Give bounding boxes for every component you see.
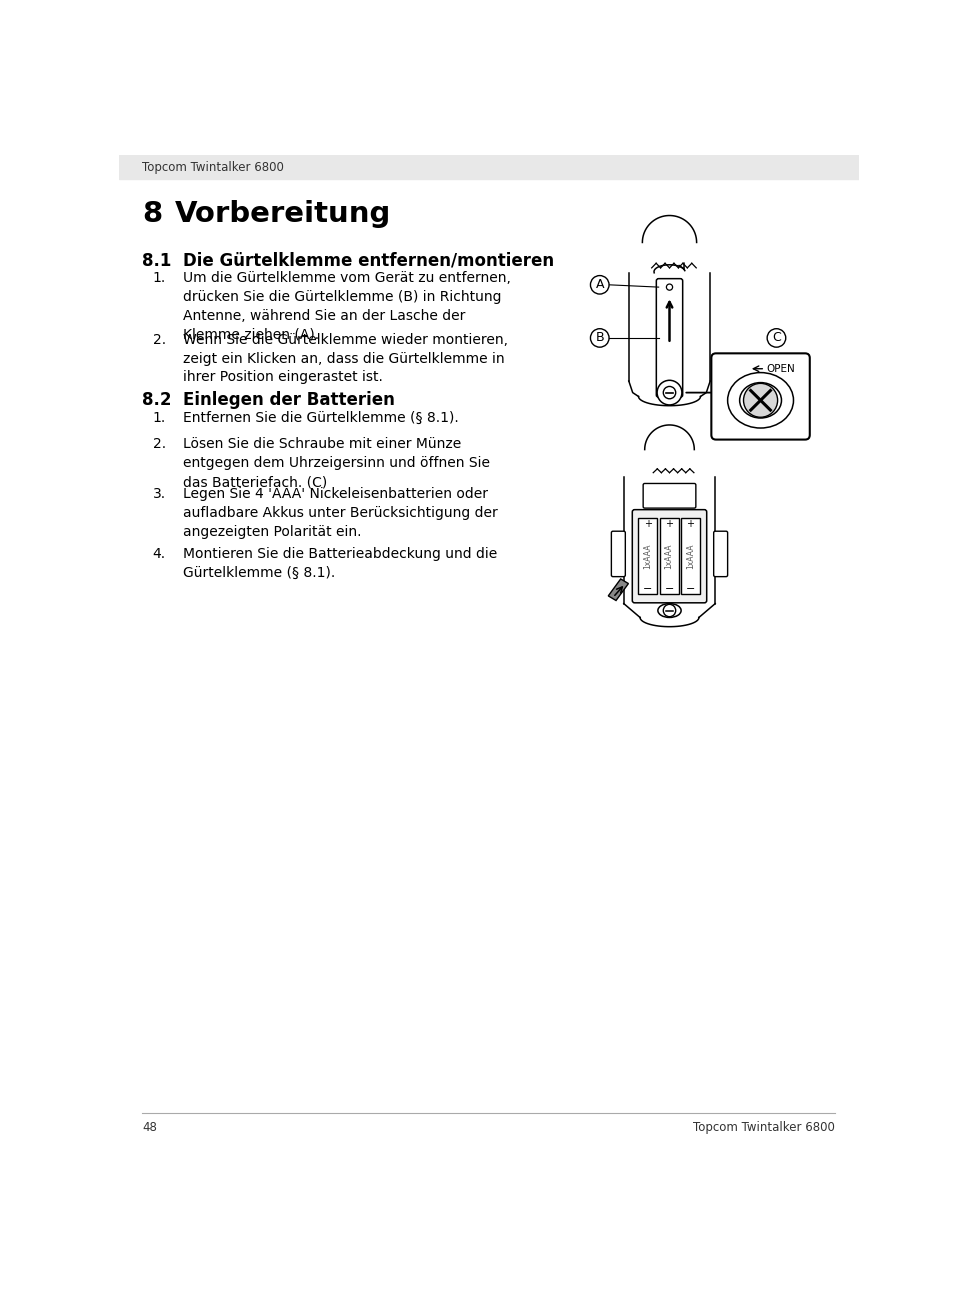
Circle shape [590, 276, 608, 294]
Text: Die Gürtelklemme entfernen/montieren: Die Gürtelklemme entfernen/montieren [183, 251, 554, 269]
Text: C: C [771, 331, 780, 344]
FancyBboxPatch shape [713, 531, 727, 576]
Bar [638, 518, 657, 594]
Bar [119, 155, 858, 179]
Ellipse shape [727, 373, 793, 428]
Text: 1.: 1. [152, 411, 166, 425]
Text: −: − [685, 584, 694, 594]
Text: Topcom Twintalker 6800: Topcom Twintalker 6800 [142, 161, 284, 174]
Circle shape [666, 284, 672, 290]
Text: 8.1: 8.1 [142, 251, 172, 269]
Circle shape [766, 329, 785, 347]
Text: 8.2: 8.2 [142, 391, 172, 409]
Text: Einlegen der Batterien: Einlegen der Batterien [183, 391, 395, 409]
FancyBboxPatch shape [656, 278, 682, 397]
Text: 1xAAA: 1xAAA [685, 544, 694, 568]
Circle shape [662, 605, 675, 616]
Bar [680, 518, 699, 594]
Circle shape [590, 329, 608, 347]
Text: 1.: 1. [152, 271, 166, 285]
Ellipse shape [739, 383, 781, 418]
Circle shape [662, 387, 675, 398]
Text: Legen Sie 4 'AAA' Nickeleisenbatterien oder
aufladbare Akkus unter Berücksichtig: Legen Sie 4 'AAA' Nickeleisenbatterien o… [183, 487, 497, 539]
Text: 1xAAA: 1xAAA [664, 544, 673, 568]
Text: 3.: 3. [152, 487, 166, 501]
Circle shape [742, 383, 777, 418]
Text: −: − [642, 584, 652, 594]
FancyBboxPatch shape [632, 509, 706, 603]
FancyBboxPatch shape [711, 353, 809, 440]
Text: +: + [685, 518, 694, 528]
Text: 4.: 4. [152, 547, 166, 561]
Text: Vorbereitung: Vorbereitung [174, 200, 391, 228]
Circle shape [657, 380, 681, 405]
Text: +: + [664, 518, 673, 528]
Text: 48: 48 [142, 1121, 157, 1134]
Text: OPEN: OPEN [766, 363, 795, 374]
Ellipse shape [658, 603, 680, 617]
FancyBboxPatch shape [642, 483, 695, 508]
Text: Montieren Sie die Batterieabdeckung und die
Gürtelklemme (§ 8.1).: Montieren Sie die Batterieabdeckung und … [183, 547, 497, 580]
FancyBboxPatch shape [611, 531, 624, 576]
Text: Lösen Sie die Schraube mit einer Münze
entgegen dem Uhrzeigersinn und öffnen Sie: Lösen Sie die Schraube mit einer Münze e… [183, 437, 489, 489]
Bar [659, 518, 678, 594]
Text: A: A [595, 278, 603, 291]
Text: 1xAAA: 1xAAA [642, 544, 652, 568]
Text: 8: 8 [142, 200, 162, 228]
Text: Topcom Twintalker 6800: Topcom Twintalker 6800 [693, 1121, 835, 1134]
Text: 2.: 2. [152, 437, 166, 451]
Text: +: + [643, 518, 651, 528]
Text: 2.: 2. [152, 333, 166, 347]
Text: B: B [595, 331, 603, 344]
Text: Entfernen Sie die Gürtelklemme (§ 8.1).: Entfernen Sie die Gürtelklemme (§ 8.1). [183, 411, 458, 425]
Text: Wenn Sie die Gürtelklemme wieder montieren,
zeigt ein Klicken an, dass die Gürte: Wenn Sie die Gürtelklemme wieder montier… [183, 333, 507, 384]
Polygon shape [608, 579, 628, 601]
Text: −: − [663, 584, 673, 594]
Text: Um die Gürtelklemme vom Gerät zu entfernen,
drücken Sie die Gürtelklemme (B) in : Um die Gürtelklemme vom Gerät zu entfern… [183, 271, 510, 342]
